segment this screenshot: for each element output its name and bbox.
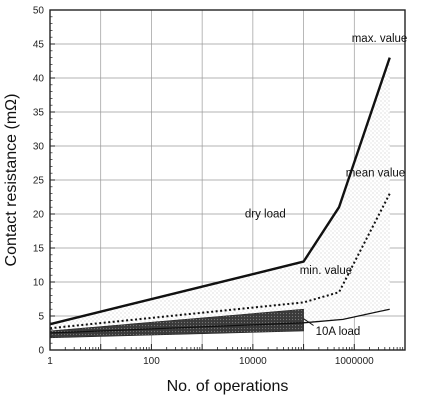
x-tick-label: 100 xyxy=(143,356,160,367)
annot-10a-leader xyxy=(303,318,314,326)
y-tick-label: 30 xyxy=(33,142,45,153)
y-tick-label: 50 xyxy=(33,6,45,17)
series xyxy=(49,57,391,334)
y-tick-label: 35 xyxy=(33,108,45,119)
series-min-line xyxy=(49,308,390,334)
annot-max-value: max. value xyxy=(352,33,408,45)
annot-dry-load: dry load xyxy=(245,208,286,220)
x-axis-title: No. of operations xyxy=(167,378,289,395)
y-tick-label: 40 xyxy=(33,74,45,85)
y-tick-label: 45 xyxy=(33,40,45,51)
y-tick-label: 5 xyxy=(38,312,44,323)
series-mean-line xyxy=(49,193,391,330)
y-axis-title: Contact resistance (mΩ) xyxy=(3,94,20,267)
y-tick-label: 25 xyxy=(33,176,45,187)
ticks: 0 5 10 15 20 25 30 35 40 45 50 1 100 10000 1000000 xyxy=(33,6,406,367)
spread-region xyxy=(50,57,390,333)
y-tick-label: 0 xyxy=(38,346,44,357)
annot-min-value: min. value xyxy=(300,265,352,277)
x-tick-label: 10000 xyxy=(239,356,267,367)
annotations: max. value mean value min. value dry load 10… xyxy=(245,33,407,338)
annot-mean-value: mean value xyxy=(346,168,405,180)
annot-10a-load: 10A load xyxy=(316,326,361,338)
y-tick-label: 15 xyxy=(33,244,45,255)
x-tick-label: 1 xyxy=(47,356,53,367)
series-max-line xyxy=(49,57,391,326)
y-tick-label: 10 xyxy=(33,278,45,289)
y-tick-label: 20 xyxy=(33,210,45,221)
x-tick-label: 1000000 xyxy=(335,356,374,367)
